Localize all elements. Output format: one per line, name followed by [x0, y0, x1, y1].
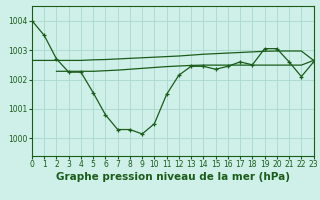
X-axis label: Graphe pression niveau de la mer (hPa): Graphe pression niveau de la mer (hPa) [56, 172, 290, 182]
